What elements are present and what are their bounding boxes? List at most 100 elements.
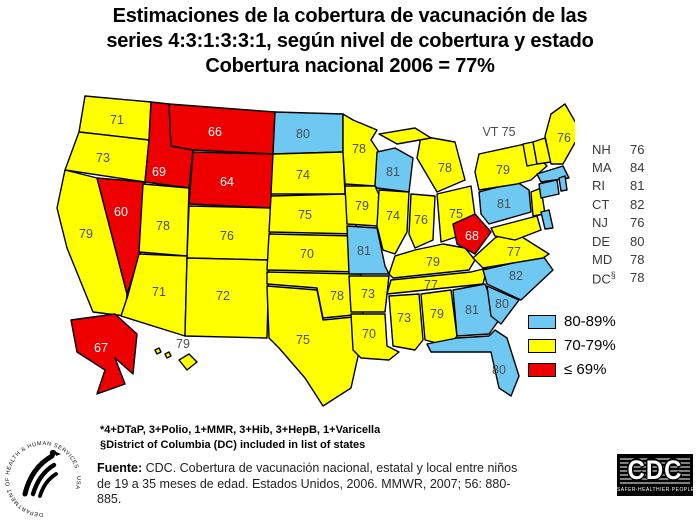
state-label-AR: 73 — [361, 287, 375, 301]
state-HI — [154, 347, 162, 355]
northeast-states-value-list: NH 76 MA 84 RI 81 CT 82 NJ 76 DE 80 MD 78 DC§ 78 — [592, 140, 652, 287]
state-MO — [346, 225, 390, 275]
map-legend: 80-89% 70-79% ≤ 69% — [528, 313, 616, 386]
state-IN — [408, 193, 436, 249]
state-label-UT: 78 — [156, 219, 170, 233]
state-label-OK: 78 — [330, 289, 344, 303]
slide-title: Estimaciones de la cobertura de vacunaci… — [0, 4, 700, 79]
legend-label: 80-89% — [564, 313, 616, 330]
state-label-LA: 70 — [362, 327, 376, 341]
state-GA — [452, 283, 500, 337]
state-CT — [538, 179, 560, 199]
state-MD — [490, 215, 542, 241]
list-state-abbr: RI — [592, 178, 605, 194]
state-label-AK: 67 — [94, 341, 108, 355]
state-label-NV: 60 — [114, 205, 128, 219]
state-label-CO: 76 — [220, 229, 234, 243]
footnotes: *4+DTaP, 3+Polio, 1+MMR, 3+Hib, 3+HepB, … — [100, 423, 380, 452]
state-SC — [486, 285, 520, 325]
state-label-VA: 77 — [507, 245, 521, 259]
state-label-TX: 75 — [296, 333, 310, 347]
state-label-FL: 80 — [492, 363, 506, 377]
cdc-logo: CDC SAFER·HEALTHIER·PEOPLE™ — [617, 454, 693, 496]
footnote-dc: §District of Columbia (DC) included in l… — [100, 438, 366, 451]
state-HI — [178, 353, 198, 371]
state-label-IA: 79 — [355, 199, 369, 213]
list-state-value: 84 — [630, 160, 645, 176]
state-label-CA: 79 — [79, 227, 93, 241]
state-label-ME: 76 — [557, 131, 571, 145]
state-label-IN: 76 — [414, 213, 428, 227]
legend-swatch-yellow — [528, 338, 556, 353]
state-MI — [378, 127, 432, 145]
title-line-3: Cobertura nacional 2006 = 77% — [205, 55, 495, 77]
state-label-NY: 79 — [496, 163, 510, 177]
list-state-abbr: MA — [592, 160, 612, 176]
state-MT — [168, 103, 276, 155]
state-label-TN: 77 — [424, 278, 438, 292]
list-row-NJ: NJ 76 — [592, 214, 652, 232]
state-label-PA: 81 — [497, 197, 511, 211]
list-state-value: 78 — [630, 252, 645, 268]
title-line-1: Estimaciones de la cobertura de vacunaci… — [112, 5, 588, 27]
state-TX — [266, 285, 370, 407]
list-state-abbr: CT — [592, 196, 610, 212]
state-label-KY: 79 — [426, 255, 440, 269]
list-state-value: 76 — [630, 141, 645, 157]
legend-item-red: ≤ 69% — [528, 361, 616, 378]
state-NE — [268, 193, 358, 235]
list-state-abbr: NH — [592, 141, 611, 157]
state-label-WV: 68 — [465, 229, 479, 243]
cdc-logo-tagline: SAFER·HEALTHIER·PEOPLE™ — [617, 485, 693, 496]
state-label-WI: 81 — [386, 165, 400, 179]
legend-item-blue: 80-89% — [528, 313, 616, 330]
state-label-OH: 75 — [449, 207, 463, 221]
state-LA — [350, 313, 400, 361]
state-AR — [348, 275, 390, 313]
list-state-abbr: MD — [592, 252, 613, 268]
state-label-NC: 82 — [509, 269, 523, 283]
list-state-abbr: DC§ — [592, 269, 616, 287]
state-label-WY: 64 — [220, 175, 234, 189]
state-label-MO: 81 — [357, 244, 371, 258]
state-label-SD: 74 — [296, 168, 310, 182]
state-label-SC: 80 — [495, 297, 509, 311]
state-VA — [472, 229, 550, 269]
state-label-NE: 75 — [298, 208, 312, 222]
hhs-ring-text: DEPARTMENT OF HEALTH & HUMAN SERVICES · … — [5, 441, 81, 517]
state-label-MS: 73 — [397, 311, 411, 325]
list-row-DE: DE 80 — [592, 232, 652, 250]
state-label-ID: 69 — [152, 165, 166, 179]
list-state-value: 80 — [630, 233, 645, 249]
state-MS — [388, 293, 424, 351]
list-state-value: 78 — [630, 270, 645, 286]
cdc-logo-box: CDC — [617, 454, 693, 486]
state-IL — [376, 189, 410, 255]
source-label: Fuente: — [97, 461, 143, 475]
state-HI — [164, 351, 172, 359]
list-row-MD: MD 78 — [592, 250, 652, 268]
state-MI — [416, 135, 466, 193]
list-state-value: 81 — [630, 178, 645, 194]
list-state-value: 82 — [630, 196, 645, 212]
state-RI — [558, 175, 568, 192]
vt-annotation: VT 75 — [482, 125, 515, 139]
legend-swatch-red — [528, 362, 556, 377]
list-row-NH: NH 76 — [592, 140, 652, 158]
list-row-MA: MA 84 — [592, 158, 652, 176]
hhs-seal-logo: DEPARTMENT OF HEALTH & HUMAN SERVICES · … — [5, 441, 81, 517]
state-label-HI: 79 — [176, 337, 190, 351]
source-citation: Fuente: CDC. Cobertura de vacunación nac… — [97, 461, 525, 508]
state-ME — [544, 103, 575, 165]
state-label-MI: 78 — [438, 161, 452, 175]
state-label-MN: 78 — [352, 142, 366, 156]
legend-swatch-blue — [528, 314, 556, 329]
state-AK — [70, 313, 138, 395]
state-WV — [452, 213, 492, 255]
footnote-series: *4+DTaP, 3+Polio, 1+MMR, 3+Hib, 3+HepB, … — [100, 424, 381, 436]
state-label-NM: 72 — [216, 289, 230, 303]
us-choropleth-map: 71 73 79 60 69 66 64 78 76 71 72 80 74 75 70 78 75 78 79 81… — [56, 95, 575, 407]
state-AZ — [120, 253, 188, 337]
legend-item-yellow: 70-79% — [528, 337, 616, 354]
